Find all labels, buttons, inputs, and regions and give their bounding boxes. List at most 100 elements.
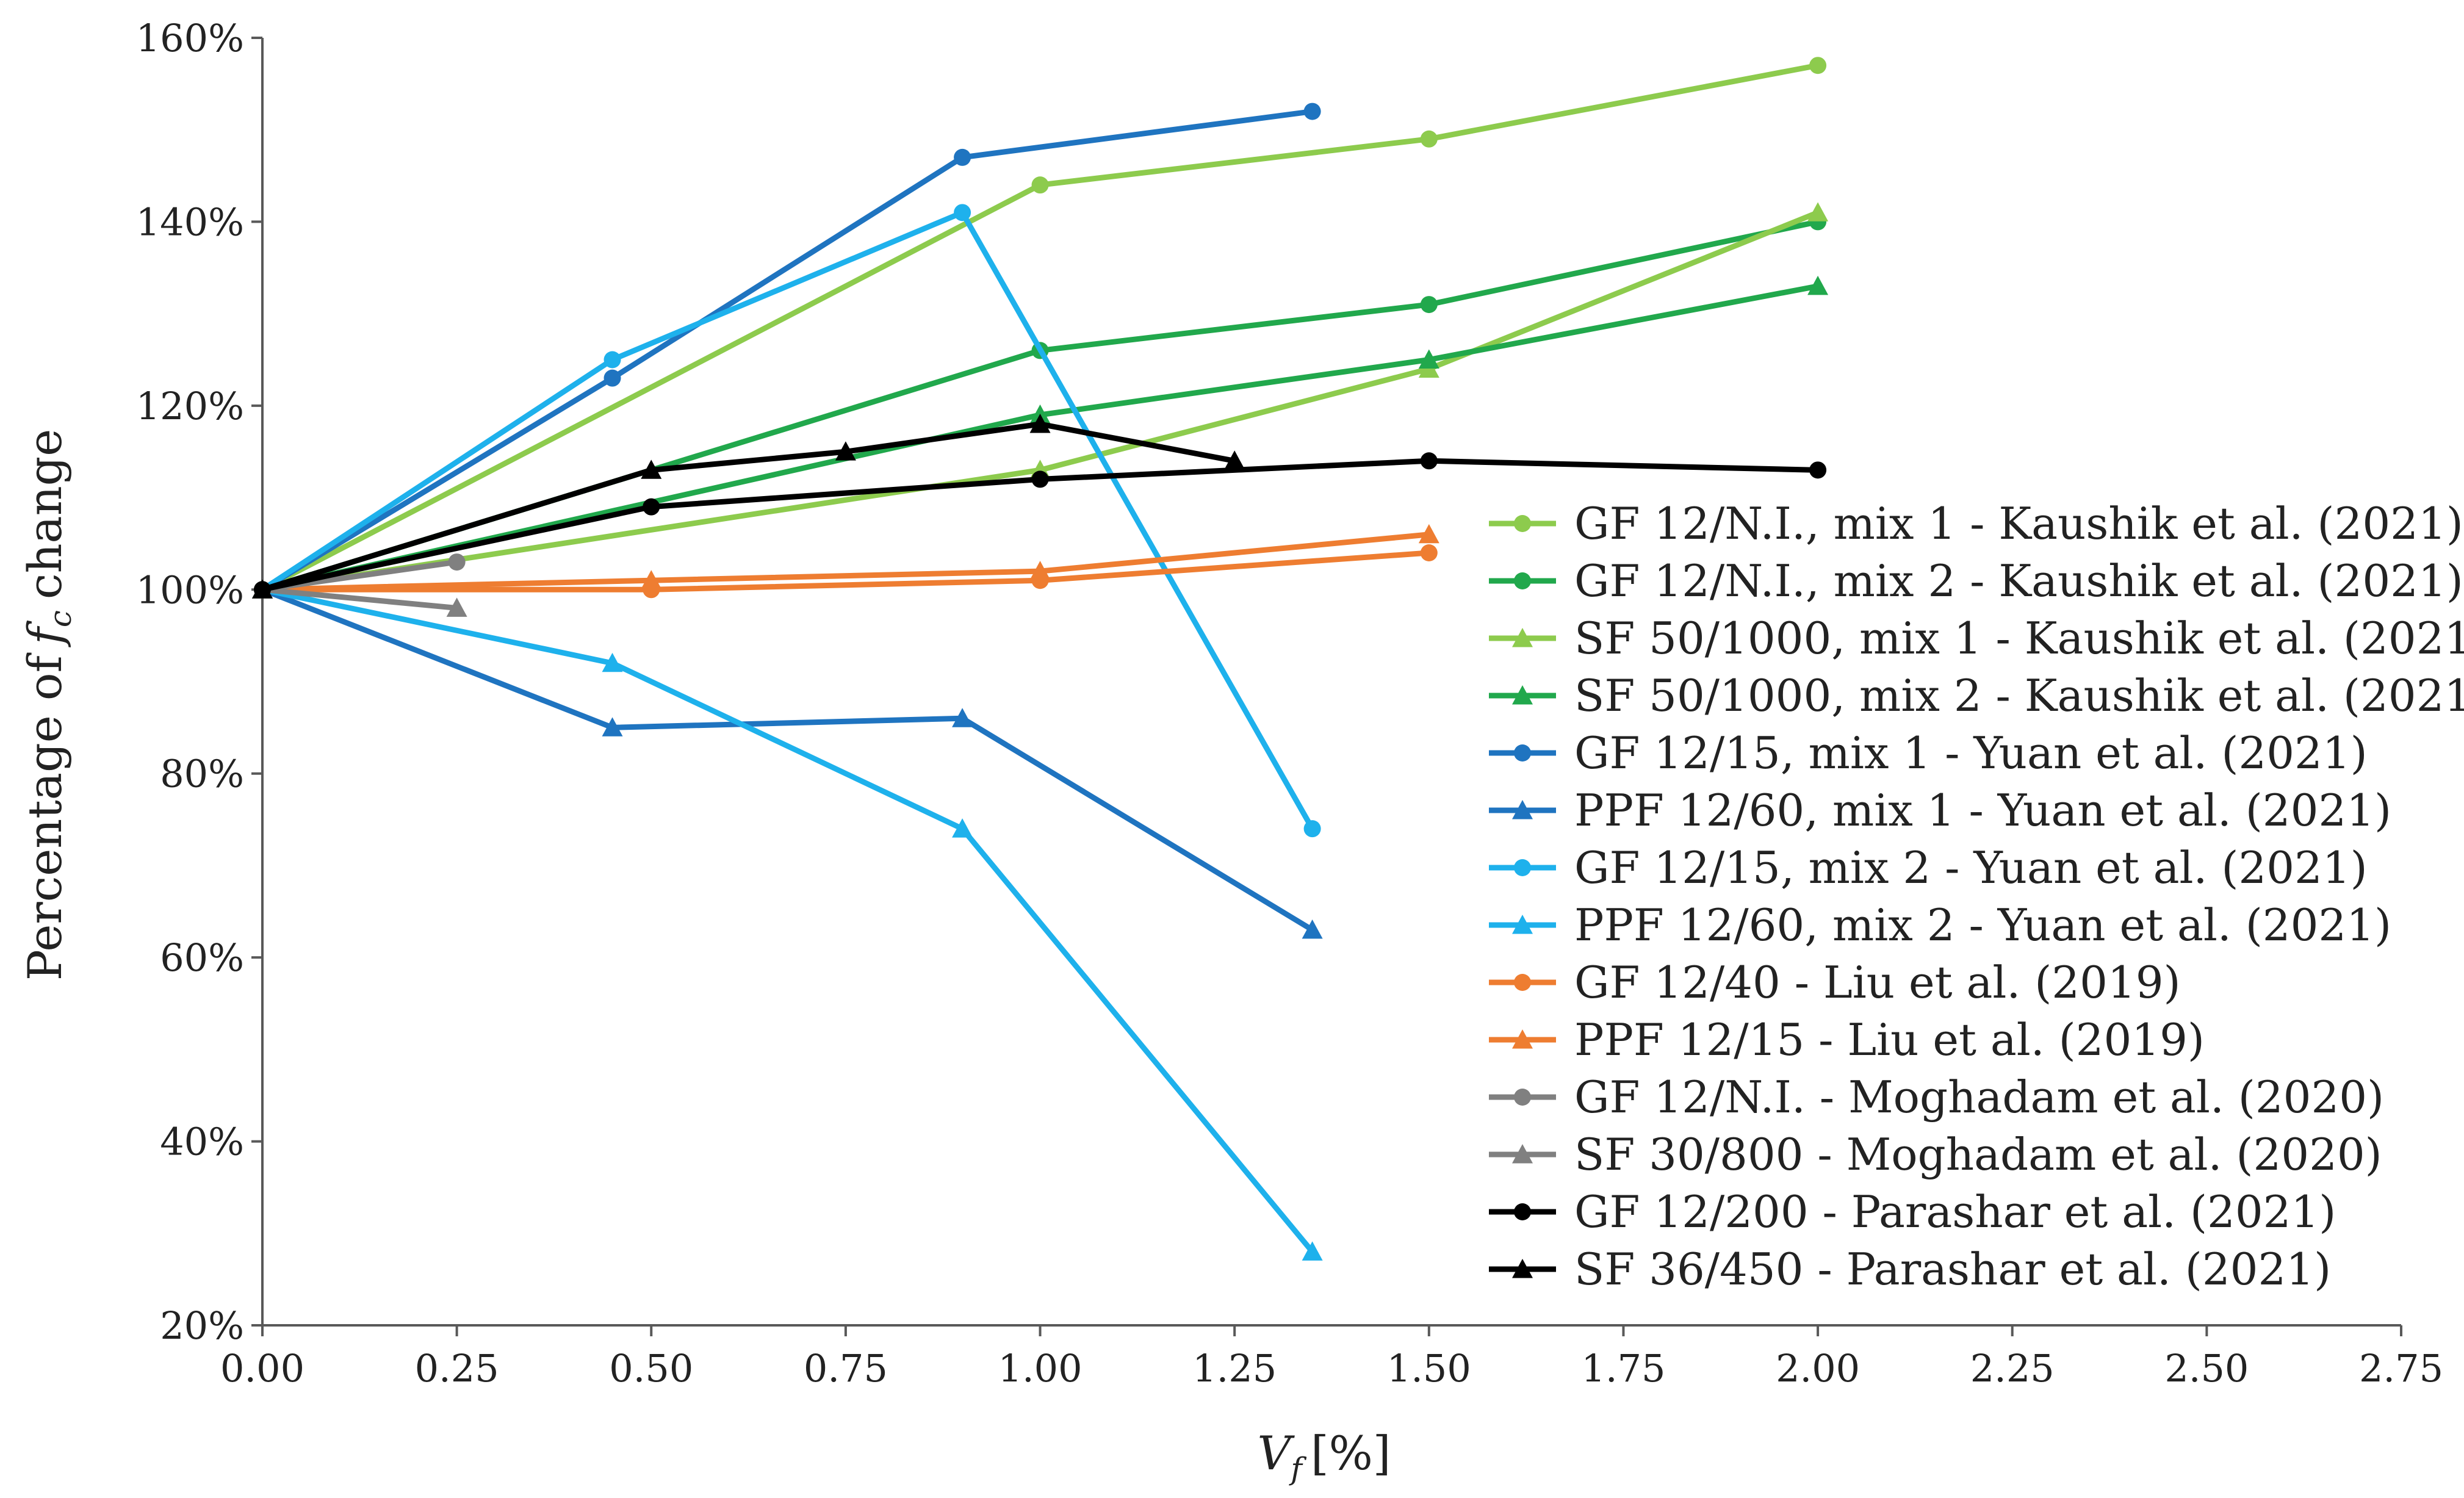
legend-swatch-marker [1514,1203,1531,1220]
legend-swatch-marker [1514,744,1531,762]
legend-label: PPF 12/60, mix 1 - Yuan et al. (2021) [1574,785,2391,836]
data-point [602,652,623,672]
x-tick-label: 1.75 [1581,1346,1665,1391]
series-line [259,586,460,611]
data-point [1029,414,1051,433]
series-12 [254,452,1827,599]
data-point [1809,461,1827,479]
y-axis-title-post: change [18,429,72,599]
data-point [1418,349,1439,369]
legend-swatch-marker [1514,974,1531,991]
y-tick-label: 80% [160,752,244,796]
legend-swatch-marker [1512,800,1533,819]
x-tick-label: 0.50 [609,1346,693,1391]
y-tick-label: 100% [136,567,244,612]
y-tick-label: 140% [136,200,244,244]
series-13 [252,414,1245,599]
legend-label: PPF 12/60, mix 2 - Yuan et al. (2021) [1574,899,2391,951]
data-point [952,708,973,727]
data-point [1809,57,1827,74]
data-point [446,597,467,617]
data-point [1302,919,1323,939]
legend-swatch-marker [1514,859,1531,876]
data-point [835,441,856,461]
y-tick-label: 40% [160,1120,244,1164]
legend-item: GF 12/200 - Parashar et al. (2021) [1489,1186,2336,1237]
x-tick-label: 1.00 [998,1346,1083,1391]
data-point [1807,275,1829,295]
legend: GF 12/N.I., mix 1 - Kaushik et al. (2021… [1489,498,2464,1295]
data-point [603,369,621,387]
legend-label: GF 12/N.I., mix 2 - Kaushik et al. (2021… [1574,555,2463,607]
legend-item: PPF 12/60, mix 1 - Yuan et al. (2021) [1489,785,2391,836]
x-tick-label: 2.25 [1970,1346,2055,1391]
legend-item: GF 12/N.I., mix 2 - Kaushik et al. (2021… [1489,555,2463,607]
series-5 [252,579,1323,939]
legend-swatch-marker [1512,1029,1533,1049]
data-point [954,148,971,166]
legend-swatch-marker [1512,685,1533,705]
data-point [602,717,623,736]
x-tick-label: 2.00 [1776,1346,1860,1391]
legend-item: PPF 12/15 - Liu et al. (2019) [1489,1014,2205,1065]
legend-item: GF 12/40 - Liu et al. (2019) [1489,957,2181,1008]
legend-swatch-marker [1512,1144,1533,1164]
legend-label: PPF 12/15 - Liu et al. (2019) [1574,1014,2205,1065]
legend-label: SF 50/1000, mix 1 - Kaushik et al. (2021… [1574,613,2464,664]
data-point [448,553,466,571]
legend-swatch-marker [1514,572,1531,589]
data-point [603,351,621,369]
legend-swatch-marker [1514,1089,1531,1106]
x-tick-label: 1.50 [1387,1346,1471,1391]
axes: 20% 40% 60% 80% 100% 120% 140% 160% 0.00 0.25 0.50… [136,16,2443,1391]
legend-swatch-marker [1514,515,1531,532]
y-axis-title: Percentage offcchange [18,429,78,981]
legend-item: GF 12/N.I. - Moghadam et al. (2020) [1489,1071,2384,1123]
data-point [1418,524,1439,544]
data-point [641,459,662,479]
data-point [1303,820,1321,838]
x-tick-label: 0.25 [415,1346,499,1391]
series-3 [252,275,1829,599]
data-point [1303,103,1321,120]
data-point [1420,296,1438,314]
data-point [1807,202,1829,221]
data-point [1031,176,1049,194]
legend-item: PPF 12/60, mix 2 - Yuan et al. (2021) [1489,899,2391,951]
series-line [259,550,1432,592]
legend-item: GF 12/15, mix 1 - Yuan et al. (2021) [1489,727,2368,779]
data-point [952,818,973,838]
legend-swatch-marker [1512,915,1533,934]
data-point [1029,561,1051,580]
series-layer [252,57,1829,1261]
legend-swatch-marker [1512,1259,1533,1278]
x-tick-label: 2.75 [2359,1346,2443,1391]
series-line [259,62,1821,592]
y-axis-sub: c [43,610,78,627]
legend-item: SF 50/1000, mix 1 - Kaushik et al. (2021… [1489,613,2464,664]
x-axis-var: V [1258,1426,1295,1480]
x-tick-label: 0.75 [804,1346,888,1391]
x-axis-unit: [%] [1311,1426,1391,1480]
series-4 [254,103,1321,599]
legend-label: GF 12/N.I. - Moghadam et al. (2020) [1574,1071,2384,1123]
y-tick-label: 120% [136,384,244,428]
data-point [1302,1241,1323,1261]
legend-label: GF 12/40 - Liu et al. (2019) [1574,957,2181,1008]
y-tick-label: 160% [136,16,244,60]
legend-item: GF 12/N.I., mix 1 - Kaushik et al. (2021… [1489,498,2463,549]
series-line [259,531,1432,592]
legend-item: SF 50/1000, mix 2 - Kaushik et al. (2021… [1489,670,2464,721]
y-tick-label: 20% [160,1303,244,1348]
x-tick-label: 1.25 [1192,1346,1277,1391]
x-axis-title: Vf [%] [1258,1426,1391,1486]
series-7 [252,579,1323,1261]
legend-label: GF 12/15, mix 2 - Yuan et al. (2021) [1574,842,2368,893]
y-axis-title-pre: Percentage of [18,652,72,981]
legend-item: SF 36/450 - Parashar et al. (2021) [1489,1244,2331,1295]
data-point [1031,470,1049,488]
legend-label: SF 30/800 - Moghadam et al. (2020) [1574,1129,2382,1180]
data-point [1420,130,1438,148]
legend-item: GF 12/15, mix 2 - Yuan et al. (2021) [1489,842,2368,893]
